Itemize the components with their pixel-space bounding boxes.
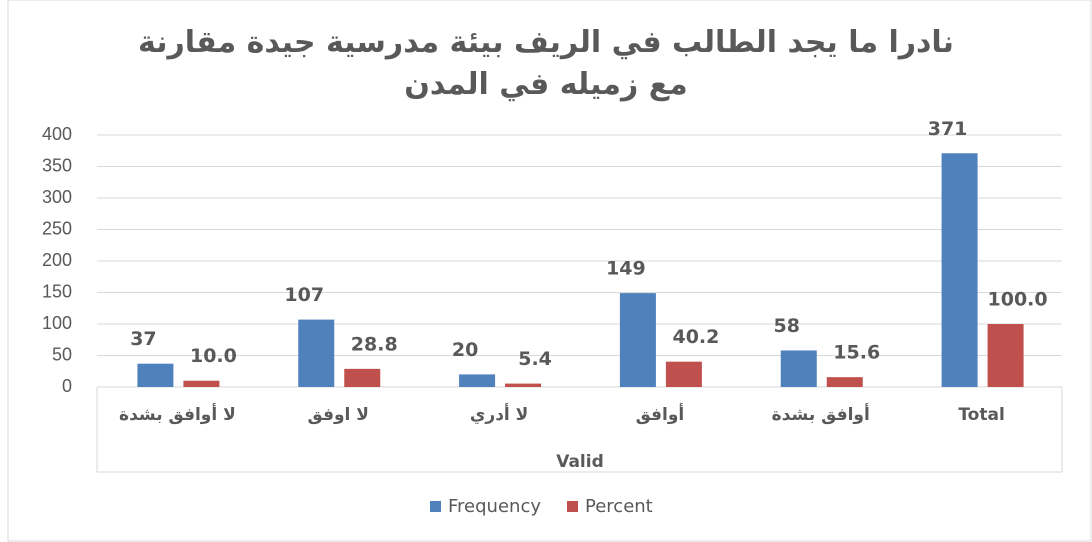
y-tick-label: 400 (42, 124, 72, 144)
y-tick-label: 150 (42, 281, 72, 301)
data-label: 58 (774, 315, 800, 337)
bar (619, 293, 656, 387)
y-tick-label: 250 (42, 218, 72, 238)
data-label: 371 (928, 118, 968, 140)
legend-label: Percent (585, 496, 653, 517)
legend-label: Frequency (448, 496, 541, 517)
y-tick-label: 0 (62, 376, 72, 396)
data-label: 10.0 (190, 345, 237, 367)
bar (780, 350, 817, 387)
y-tick-label: 100 (42, 313, 72, 333)
data-label: 40.2 (672, 326, 719, 348)
x-tick-label: Total (958, 405, 1004, 425)
bar (826, 377, 863, 387)
y-tick-label: 300 (42, 187, 72, 207)
bar (298, 319, 335, 387)
legend-swatch (567, 501, 578, 512)
x-tick-label: أوافق بشدة (772, 403, 870, 425)
data-label: 37 (130, 328, 156, 350)
x-tick-label: لا أوافق بشدة (119, 403, 236, 425)
x-tick-label: لا اوفق (308, 405, 369, 425)
bar (459, 374, 496, 387)
data-label: 149 (606, 258, 646, 280)
bar (137, 363, 174, 387)
y-tick-label: 350 (42, 155, 72, 175)
data-label: 20 (452, 339, 478, 361)
bar (505, 383, 542, 387)
y-tick-label: 200 (42, 250, 72, 270)
bar (665, 361, 702, 387)
data-label: 28.8 (351, 333, 398, 355)
data-label: 5.4 (518, 348, 552, 370)
y-tick-label: 50 (52, 344, 72, 364)
bar (183, 380, 220, 387)
bar (941, 153, 978, 387)
data-label: 107 (284, 284, 324, 306)
chart-frame (7, 0, 1092, 542)
legend-swatch (430, 501, 441, 512)
chart-title: نادرا ما يجد الطالب في الريف بيئة مدرسية… (138, 25, 954, 102)
x-tick-label: أوافق (636, 403, 685, 425)
bar (987, 324, 1024, 387)
data-label: 100.0 (988, 289, 1048, 311)
data-label: 15.6 (833, 342, 880, 364)
bar (344, 368, 381, 387)
x-group-label: Valid (556, 452, 604, 472)
x-tick-label: لا أدري (470, 403, 529, 425)
